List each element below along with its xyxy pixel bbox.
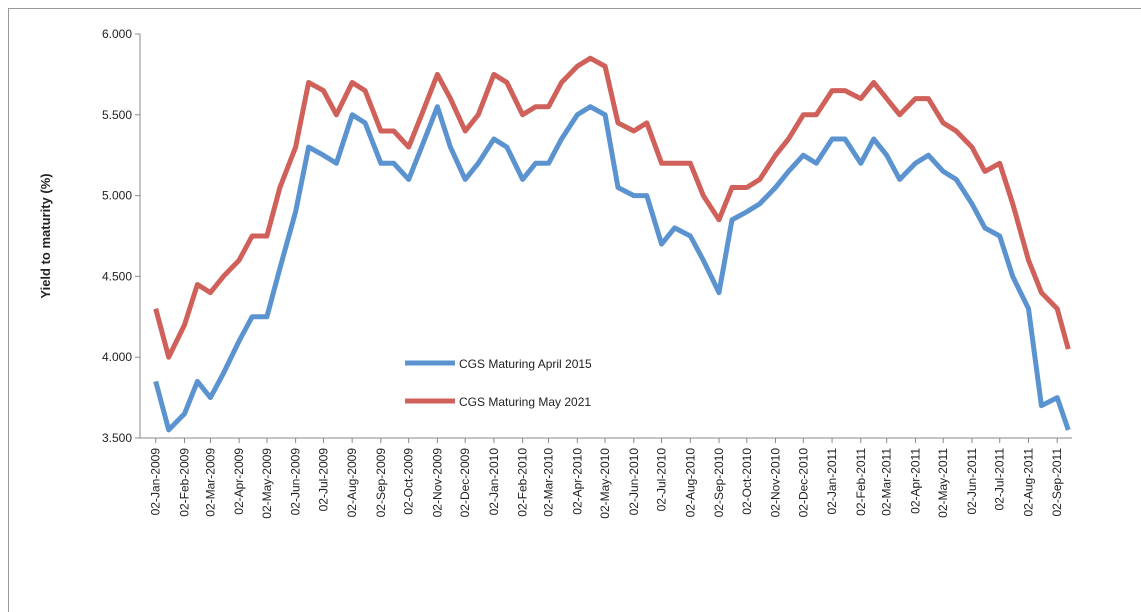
x-tick-label: 02-Jan-2010	[487, 448, 501, 516]
legend-label: CGS Maturing April 2015	[459, 357, 592, 371]
x-tick-label: 02-May-2011	[936, 448, 950, 518]
x-tick-label: 02-Mar-2010	[542, 448, 556, 517]
x-tick-label: 02-Feb-2010	[516, 448, 530, 517]
x-tick-label: 02-Aug-2010	[683, 448, 697, 518]
x-tick-label: 02-Apr-2011	[908, 448, 922, 514]
x-tick-label: 02-Nov-2009	[430, 448, 444, 518]
x-tick-label: 02-Jul-2011	[993, 448, 1007, 511]
x-tick-label: 02-May-2009	[260, 448, 274, 519]
x-tick-label: 02-Jun-2009	[289, 448, 303, 516]
x-tick-label: 02-Sep-2009	[374, 448, 388, 518]
x-tick-label: 02-Dec-2009	[458, 448, 472, 518]
x-tick-label: 02-Jun-2010	[627, 448, 641, 516]
series-line	[153, 55, 1071, 360]
x-tick-label: 02-Sep-2010	[712, 448, 726, 518]
series-line	[153, 104, 1071, 433]
x-tick-label: 02-Jan-2011	[825, 448, 839, 515]
y-axis-label: Yield to maturity (%)	[38, 173, 53, 298]
y-tick-label: 3.500	[102, 431, 132, 445]
x-tick-label: 02-Dec-2010	[796, 448, 810, 518]
x-tick-label: 02-Jul-2009	[316, 448, 330, 512]
x-tick-label: 02-Feb-2009	[177, 448, 191, 517]
x-tick-label: 02-Mar-2011	[880, 448, 894, 516]
x-tick-label: 02-Sep-2011	[1050, 448, 1064, 517]
x-tick-label: 02-Oct-2010	[740, 448, 754, 515]
x-tick-label: 02-Nov-2010	[769, 448, 783, 518]
x-tick-label: 02-Apr-2010	[570, 448, 584, 515]
y-tick-label: 4.000	[102, 350, 132, 364]
x-tick-label: 02-Aug-2011	[1021, 448, 1035, 517]
x-tick-label: 02-Apr-2009	[232, 448, 246, 515]
x-tick-label: 02-Oct-2009	[402, 448, 416, 515]
x-tick-label: 02-Jul-2010	[655, 448, 669, 512]
x-tick-label: 02-Jan-2009	[149, 448, 163, 516]
chart-border	[8, 8, 1141, 612]
x-tick-label: 02-May-2010	[598, 448, 612, 519]
x-tick-label: 02-Mar-2009	[203, 448, 217, 517]
y-tick-label: 5.500	[102, 108, 132, 122]
x-tick-label: 02-Jun-2011	[965, 448, 979, 515]
y-tick-label: 4.500	[102, 269, 132, 283]
x-tick-label: 02-Aug-2009	[345, 448, 359, 518]
legend-label: CGS Maturing May 2021	[459, 395, 591, 409]
y-tick-label: 5.000	[102, 189, 132, 203]
y-tick-label: 6.000	[102, 27, 132, 41]
x-tick-label: 02-Feb-2011	[854, 448, 868, 516]
